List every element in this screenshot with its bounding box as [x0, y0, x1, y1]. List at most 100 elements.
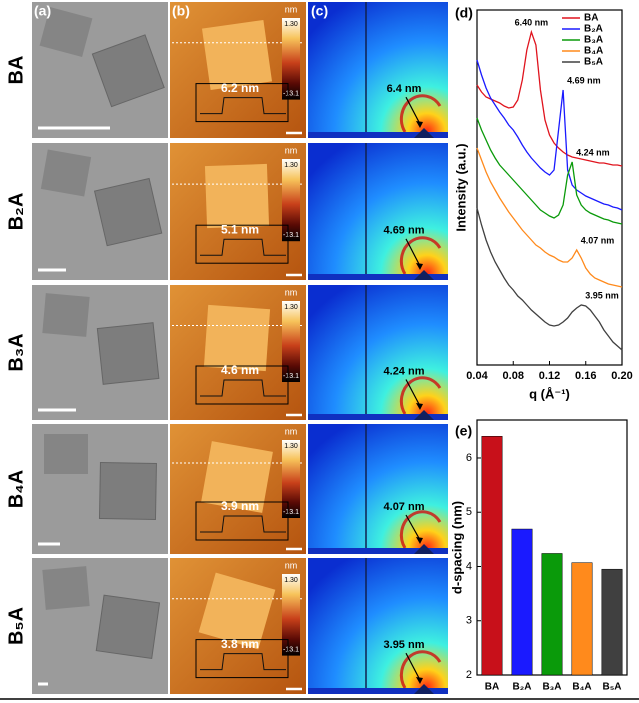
nanosheet [96, 322, 160, 385]
nanosheet [39, 6, 93, 58]
legend-label: BA [584, 13, 598, 24]
x-tick-label: B₅A [602, 682, 621, 693]
horizon [308, 274, 448, 280]
colorbar [282, 574, 300, 656]
nanosheet [42, 566, 90, 610]
peak-label: 6.40 nm [515, 17, 549, 27]
arrow-head [416, 263, 423, 270]
colorbar-max: 1.30 [284, 577, 298, 584]
giwaxs-spacing: 4.07 nm [384, 501, 425, 513]
giwaxs-spacing: 4.24 nm [384, 365, 425, 377]
legend-label: B₄A [584, 46, 603, 57]
giwaxs-image [308, 143, 448, 280]
diffraction-ring [399, 94, 442, 133]
diffraction-ring [399, 650, 442, 689]
y-axis-label: d-spacing (nm) [449, 501, 464, 594]
x-tick-label: B₃A [542, 682, 561, 693]
giwaxs-image [308, 285, 448, 420]
afm-sheet [204, 163, 270, 229]
xrd-curve [476, 207, 623, 351]
beam-stop [414, 128, 434, 138]
arrow [405, 652, 421, 681]
nanosheet [40, 149, 92, 197]
arrow-head [416, 537, 423, 544]
x-tick-label: 0.16 [575, 370, 596, 382]
beam-stop [414, 270, 434, 280]
afm-sheet [201, 441, 273, 513]
horizon [308, 688, 448, 694]
x-tick-label: B₂A [513, 682, 532, 693]
legend-label: B₂A [584, 24, 603, 35]
xrd-curve [476, 147, 623, 288]
giwaxs-spacing: 6.4 nm [387, 83, 422, 95]
row-label: B₄A [5, 470, 27, 508]
panel-label: (a) [34, 3, 51, 19]
x-tick-label: BA [485, 682, 499, 693]
profile-inset [195, 639, 289, 679]
row-label: B₃A [5, 333, 27, 371]
bar [511, 528, 533, 676]
row-label: B₂A [5, 193, 27, 231]
xrd-curve [476, 29, 623, 167]
colorbar-unit: nm [285, 287, 298, 297]
bar [481, 436, 503, 676]
colorbar [282, 301, 300, 382]
panel-label: (b) [172, 3, 190, 19]
beam-stop [414, 684, 434, 694]
peak-label: 4.24 nm [576, 147, 610, 157]
afm-sheet [198, 572, 276, 650]
giwaxs-spacing: 3.95 nm [384, 639, 425, 651]
diffraction-ring [399, 236, 442, 275]
row-label: B₅A [5, 607, 27, 645]
height-profile [200, 238, 286, 256]
colorbar-unit: nm [285, 560, 298, 570]
nanosheet [44, 434, 88, 474]
arrow [405, 379, 421, 407]
profile-inset [195, 83, 289, 123]
y-tick-label: 6 [466, 452, 472, 464]
giwaxs-image [308, 2, 448, 138]
colorbar [282, 159, 300, 242]
nanosheet [93, 177, 163, 247]
nanosheet [98, 462, 157, 520]
arrow-head [416, 121, 423, 128]
peak-label: 4.07 nm [581, 235, 615, 245]
horizon [308, 132, 448, 138]
y-tick-label: 5 [466, 506, 472, 518]
giwaxs-image [308, 558, 448, 694]
xrd-curve [476, 59, 623, 211]
profile-inset [195, 224, 289, 264]
bar [601, 568, 623, 676]
arrow [405, 514, 421, 541]
xrd-curve [476, 117, 623, 225]
nanosheet [42, 293, 90, 337]
colorbar-unit: nm [285, 145, 298, 155]
panel-label: (e) [455, 423, 472, 439]
nanosheet [95, 594, 161, 659]
beam-stop [414, 410, 434, 420]
height-profile [200, 653, 286, 671]
y-tick-label: 2 [466, 669, 472, 681]
panel-label: (d) [455, 5, 473, 21]
afm-sheet [201, 19, 273, 91]
x-tick-label: 0.08 [503, 370, 524, 382]
colorbar-min: -13.1 [283, 90, 299, 97]
colorbar-max: 1.30 [284, 162, 298, 169]
peak-label: 3.95 nm [585, 290, 619, 300]
x-axis-label: q (Å⁻¹) [529, 386, 570, 401]
colorbar-min: -13.1 [283, 646, 299, 653]
height-profile [200, 97, 286, 115]
nanosheet [91, 34, 165, 108]
afm-height: 6.2 nm [221, 81, 259, 95]
giwaxs-image [308, 424, 448, 554]
y-tick-label: 3 [466, 615, 472, 627]
profile-inset [195, 501, 289, 541]
afm-height: 4.6 nm [221, 363, 259, 377]
horizon [308, 548, 448, 554]
afm-height: 3.9 nm [221, 499, 259, 513]
afm-sheet [203, 304, 271, 372]
colorbar [282, 18, 300, 100]
peak-label: 4.69 nm [567, 75, 601, 85]
afm-height: 3.8 nm [221, 637, 259, 651]
